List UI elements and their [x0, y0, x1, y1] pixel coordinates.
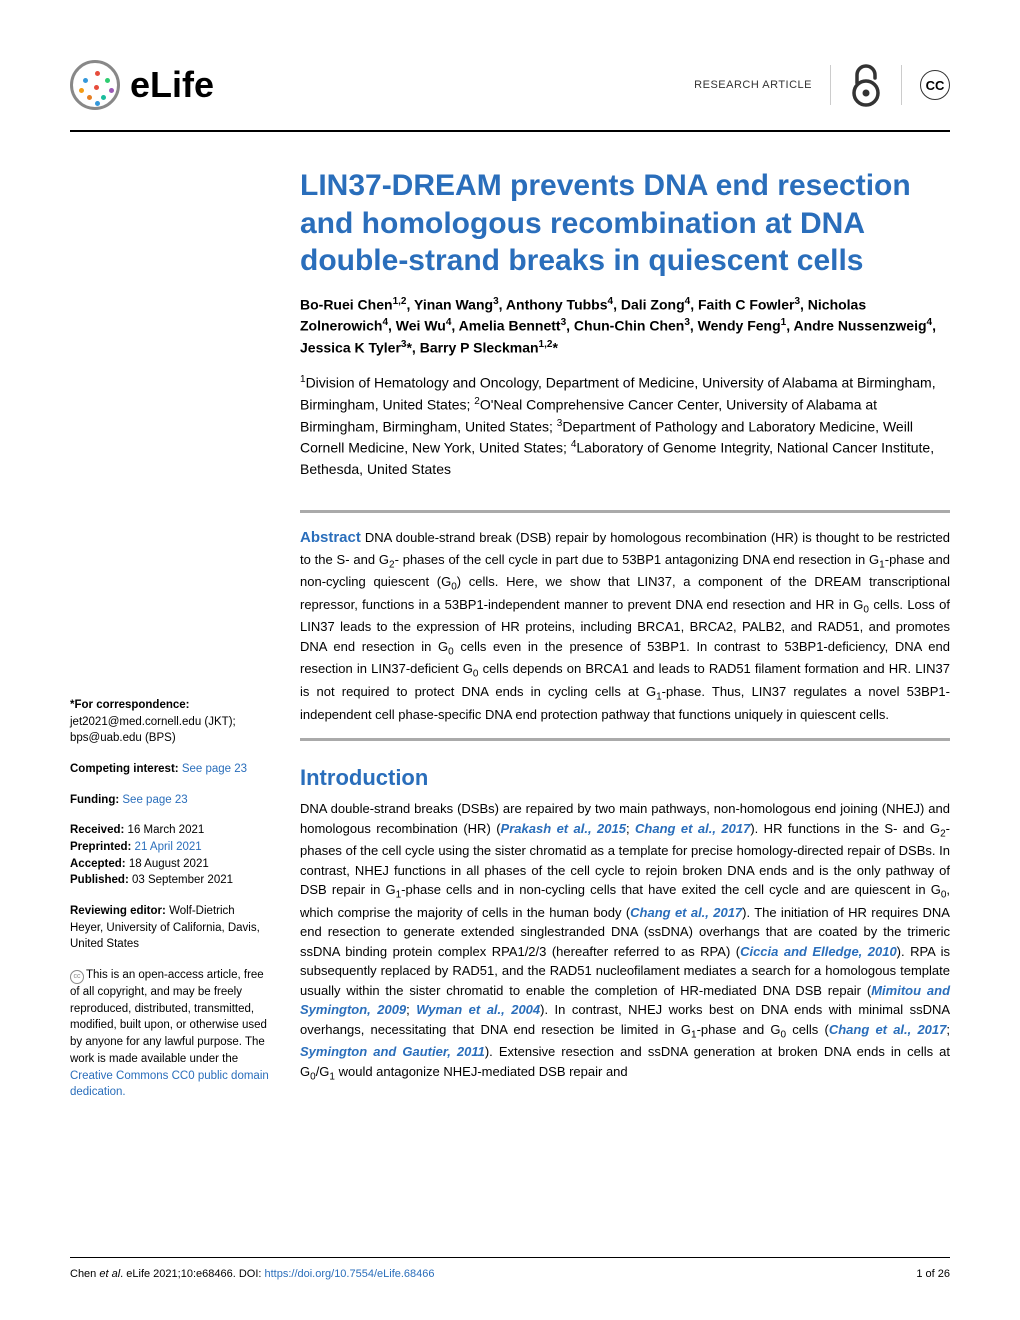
published-label: Published:: [70, 874, 129, 886]
correspondence-label: *For correspondence:: [70, 697, 270, 714]
funding-label: Funding:: [70, 794, 119, 806]
divider: [830, 65, 831, 105]
abstract-text: DNA double-strand break (DSB) repair by …: [300, 530, 950, 722]
footer: Chen et al. eLife 2021;10:e68466. DOI: h…: [70, 1257, 950, 1280]
accepted-date: 18 August 2021: [129, 858, 209, 870]
license-text: This is an open-access article, free of …: [70, 969, 267, 1065]
authors: Bo-Ruei Chen1,2, Yinan Wang3, Anthony Tu…: [300, 294, 950, 359]
cc-small-icon: cc: [70, 970, 84, 984]
intro-text: DNA double-strand breaks (DSBs) are repa…: [300, 799, 950, 1084]
main-content: LIN37-DREAM prevents DNA end resection a…: [300, 167, 950, 1115]
competing-link[interactable]: See page 23: [182, 763, 247, 775]
article-type: RESEARCH ARTICLE: [694, 79, 812, 91]
abstract: Abstract DNA double-strand break (DSB) r…: [300, 510, 950, 741]
received-label: Received:: [70, 824, 124, 836]
footer-page: 1 of 26: [916, 1268, 950, 1280]
open-access-icon: [849, 63, 883, 107]
divider: [901, 65, 902, 105]
intro-heading: Introduction: [300, 765, 950, 791]
preprinted-date[interactable]: 21 April 2021: [135, 841, 202, 853]
accepted-label: Accepted:: [70, 858, 126, 870]
header-right: RESEARCH ARTICLE CC: [694, 63, 950, 107]
license-link[interactable]: Creative Commons CC0 public domain dedic…: [70, 1070, 269, 1099]
footer-doi[interactable]: https://doi.org/10.7554/eLife.68466: [264, 1268, 434, 1280]
dates-block: Received: 16 March 2021 Preprinted: 21 A…: [70, 822, 270, 889]
affiliations: 1Division of Hematology and Oncology, De…: [300, 372, 950, 480]
reviewing-label: Reviewing editor:: [70, 905, 166, 917]
competing-block: Competing interest: See page 23: [70, 761, 270, 778]
funding-block: Funding: See page 23: [70, 792, 270, 809]
funding-link[interactable]: See page 23: [122, 794, 187, 806]
published-date: 03 September 2021: [132, 874, 233, 886]
cc-icon: CC: [920, 70, 950, 100]
correspondence-block: *For correspondence: jet2021@med.cornell…: [70, 697, 270, 747]
reviewing-block: Reviewing editor: Wolf-Dietrich Heyer, U…: [70, 903, 270, 953]
footer-citation: Chen et al. eLife 2021;10:e68466. DOI: h…: [70, 1268, 435, 1280]
preprinted-label: Preprinted:: [70, 841, 131, 853]
header-bar: eLife RESEARCH ARTICLE CC: [70, 60, 950, 132]
competing-label: Competing interest:: [70, 763, 179, 775]
license-block: ccThis is an open-access article, free o…: [70, 967, 270, 1101]
abstract-label: Abstract: [300, 529, 361, 546]
logo-icon: [70, 60, 120, 110]
received-date: 16 March 2021: [128, 824, 205, 836]
sidebar: *For correspondence: jet2021@med.cornell…: [70, 167, 270, 1115]
journal-logo: eLife: [70, 60, 214, 110]
journal-name: eLife: [130, 64, 214, 106]
correspondence-emails: jet2021@med.cornell.edu (JKT); bps@uab.e…: [70, 714, 270, 747]
article-title: LIN37-DREAM prevents DNA end resection a…: [300, 167, 950, 280]
